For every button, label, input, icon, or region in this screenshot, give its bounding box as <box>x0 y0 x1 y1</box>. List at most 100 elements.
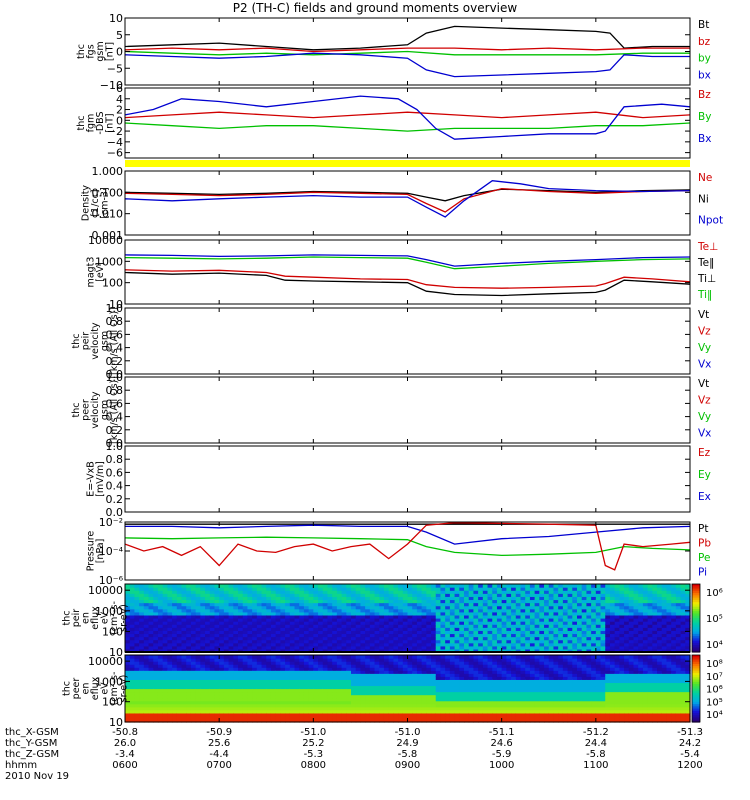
spectro-cell <box>219 624 225 628</box>
spectro-cell <box>478 664 484 668</box>
spectro-cell <box>449 587 456 591</box>
spectro-cell <box>242 636 249 641</box>
spectro-cell <box>445 596 451 601</box>
spectro-cell <box>398 667 404 671</box>
spectro-cell <box>299 676 305 680</box>
spectro-cell <box>261 694 267 699</box>
spectro-cell <box>407 599 413 604</box>
spectro-cell <box>487 703 493 708</box>
spectro-cell <box>318 655 324 659</box>
spectro-cell <box>270 584 277 588</box>
spectro-cell <box>440 661 446 665</box>
spectro-cell <box>322 691 329 696</box>
spectro-cell <box>285 602 291 607</box>
spectro-cell <box>190 602 197 607</box>
spectro-cell <box>214 596 220 601</box>
spectro-cell <box>675 608 682 613</box>
spectro-cell <box>172 596 178 601</box>
spectro-cell <box>435 590 442 594</box>
spectro-cell <box>289 642 296 647</box>
spectro-cell <box>308 658 314 662</box>
spectro-cell <box>308 661 314 665</box>
spectro-cell <box>652 636 658 641</box>
spectro-cell <box>398 670 404 674</box>
spectro-cell <box>139 697 145 702</box>
spectro-cell <box>139 712 145 717</box>
spectro-cell <box>633 608 639 613</box>
spectro-cell <box>261 602 267 607</box>
spectro-cell <box>223 703 230 708</box>
spectro-cell <box>247 655 253 659</box>
spectro-cell <box>525 658 531 662</box>
spectro-cell <box>261 608 267 613</box>
spectro-cell <box>544 679 550 684</box>
spectro-cell <box>289 611 296 616</box>
spectro-cell <box>360 673 366 677</box>
spectro-cell <box>567 664 573 668</box>
spectro-cell <box>600 645 606 650</box>
spectro-cell <box>153 630 159 635</box>
spectro-cell <box>125 645 131 650</box>
spectro-cell <box>303 715 310 720</box>
spectro-cell <box>176 630 183 635</box>
spectro-cell <box>247 648 253 653</box>
spectro-cell <box>459 645 465 650</box>
spectro-cell <box>416 599 423 604</box>
spectro-cell <box>360 709 366 714</box>
spectro-cell <box>572 608 578 613</box>
spectro-cell <box>562 602 569 607</box>
spectro-cell <box>492 602 498 607</box>
spectro-cell <box>487 605 493 610</box>
spectro-cell <box>209 602 216 607</box>
spectro-cell <box>421 682 427 687</box>
spectro-cell <box>346 642 352 647</box>
spectro-cell <box>553 602 559 607</box>
spectro-cell <box>365 697 371 702</box>
spectro-cell <box>219 608 225 613</box>
spectro-cell <box>181 664 187 668</box>
spectro-cell <box>567 611 573 616</box>
spectro-cell <box>143 682 150 687</box>
spectro-cell <box>252 642 258 647</box>
spectro-cell <box>407 618 413 622</box>
spectro-cell <box>223 596 230 601</box>
spectro-cell <box>322 688 329 693</box>
spectro-cell <box>275 703 281 708</box>
spectro-cell <box>628 645 635 650</box>
spectro-cell <box>125 715 131 720</box>
spectro-cell <box>280 664 286 668</box>
spectro-cell <box>219 664 225 668</box>
spectro-cell <box>379 658 385 662</box>
spectro-cell <box>529 670 536 674</box>
spectro-cell <box>671 614 677 619</box>
spectro-cell <box>511 688 517 693</box>
spectro-cell <box>223 608 230 613</box>
panel-spectrogram-ion: 10⁶10⁵10⁴10000100010010thcpeirenefluxeV(… <box>62 583 723 659</box>
spectro-cell <box>209 624 216 628</box>
spectro-cell <box>233 682 239 687</box>
spectro-cell <box>200 642 206 647</box>
spectro-cell <box>252 682 258 687</box>
spectro-cell <box>214 611 220 616</box>
spectro-cell <box>190 633 197 638</box>
spectro-cell <box>266 627 272 631</box>
spectro-cell <box>388 679 394 684</box>
spectro-cell <box>402 587 409 591</box>
spectro-cell <box>365 636 371 641</box>
spectro-cell <box>431 608 437 613</box>
spectro-cell <box>228 618 234 622</box>
spectro-cell <box>129 618 136 622</box>
spectro-cell <box>176 618 183 622</box>
spectro-cell <box>421 648 427 653</box>
spectro-cell <box>200 709 206 714</box>
spectro-cell <box>506 642 512 647</box>
spectro-cell <box>360 639 366 644</box>
spectro-cell <box>379 642 385 647</box>
spectro-cell <box>186 584 192 588</box>
spectro-cell <box>478 621 484 625</box>
spectro-cell <box>449 633 456 638</box>
spectro-cell <box>355 584 362 588</box>
spectro-cell <box>280 642 286 647</box>
spectro-cell <box>440 605 446 610</box>
spectro-cell <box>327 621 333 625</box>
